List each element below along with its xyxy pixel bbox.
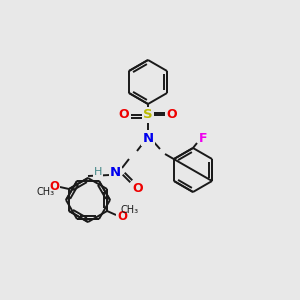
Text: O: O	[133, 182, 143, 196]
Text: N: N	[142, 131, 154, 145]
Text: CH₃: CH₃	[37, 187, 55, 197]
Text: H: H	[94, 167, 102, 177]
Text: O: O	[117, 209, 127, 223]
Text: S: S	[143, 109, 153, 122]
Text: F: F	[199, 131, 207, 145]
Text: N: N	[110, 166, 121, 178]
Text: O: O	[119, 109, 129, 122]
Text: O: O	[49, 179, 59, 193]
Text: O: O	[167, 109, 177, 122]
Text: CH₃: CH₃	[121, 205, 139, 215]
